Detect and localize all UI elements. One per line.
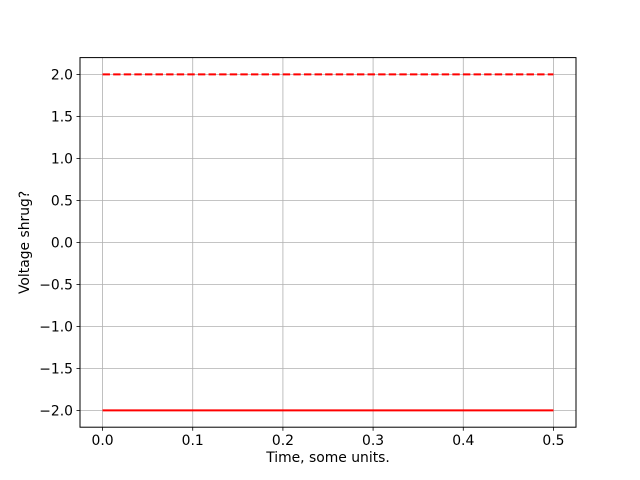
y-tick-label: 0.5 bbox=[51, 193, 73, 209]
x-tick-label: 0.2 bbox=[272, 433, 294, 449]
grid bbox=[80, 57, 576, 428]
x-axis-label: Time, some units. bbox=[265, 450, 390, 466]
x-tick-label: 0.0 bbox=[91, 433, 113, 449]
y-tick-label: 2.0 bbox=[51, 67, 73, 83]
x-tick-label: 0.4 bbox=[452, 433, 474, 449]
y-tick-label: 0.0 bbox=[51, 235, 73, 251]
y-tick-label: −2.0 bbox=[39, 403, 73, 419]
y-axis-label: Voltage shrug? bbox=[17, 191, 33, 294]
series-lines bbox=[102, 73, 554, 412]
y-tick-label: −1.5 bbox=[39, 361, 73, 377]
y-tick-label: −0.5 bbox=[39, 277, 73, 293]
x-tick-label: 0.3 bbox=[362, 433, 384, 449]
y-axis: 2.0 1.5 1.0 0.5 0.0 −0.5 −1.0 −1.5 −2.0 bbox=[39, 67, 80, 419]
x-tick-label: 0.1 bbox=[182, 433, 204, 449]
x-axis: 0.0 0.1 0.2 0.3 0.4 0.5 bbox=[91, 427, 565, 449]
y-tick-label: −1.0 bbox=[39, 319, 73, 335]
y-tick-label: 1.5 bbox=[51, 109, 73, 125]
x-tick-label: 0.5 bbox=[542, 433, 564, 449]
y-tick-label: 1.0 bbox=[51, 151, 73, 167]
